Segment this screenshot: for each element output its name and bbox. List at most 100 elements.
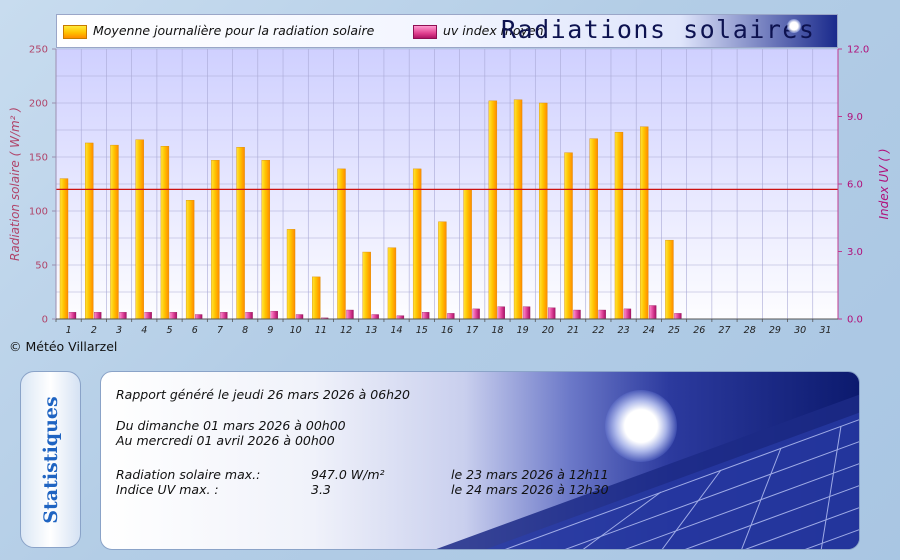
x-tick-label: 5: [166, 325, 172, 336]
bar-solar: [665, 239, 674, 320]
y-right-tick-label: 3.0: [847, 247, 863, 258]
y-right-tick-label: 0.0: [847, 315, 863, 326]
y-tick-label: 100: [29, 207, 48, 218]
bar-solar: [539, 102, 548, 320]
bar-solar: [211, 160, 220, 320]
bar-uv: [623, 308, 632, 320]
grid: [55, 48, 839, 320]
bars: [59, 99, 682, 320]
x-tick-label: 7: [217, 325, 223, 336]
bar-uv: [548, 307, 556, 320]
y-tick-label: 50: [35, 261, 48, 272]
bar-solar: [110, 144, 119, 320]
bar-solar: [85, 142, 94, 320]
sun-icon: [605, 390, 677, 462]
bar-uv: [371, 314, 379, 320]
stat-uv-max-value: 3.3: [311, 482, 331, 497]
bar-solar: [286, 229, 296, 320]
y-tick-label: 150: [29, 153, 48, 164]
stat-uv-max-date: le 24 mars 2026 à 12h30: [451, 482, 609, 497]
bar-uv: [422, 312, 430, 320]
bar-solar: [513, 99, 523, 320]
bar-solar: [589, 138, 598, 320]
bar-uv: [396, 315, 405, 320]
stat-uv-max-label: Indice UV max. :: [116, 482, 219, 497]
x-tick-label: 13: [365, 325, 377, 336]
bar-uv: [119, 312, 127, 320]
y-tick-label: 0: [42, 315, 48, 326]
y-tick-label: 250: [29, 45, 48, 56]
sun-icon: [787, 19, 801, 33]
bar-solar: [438, 221, 447, 320]
y-tick-label: 200: [29, 99, 48, 110]
x-tick-label: 24: [643, 325, 655, 336]
bar-solar: [261, 160, 271, 320]
bar-solar: [387, 247, 397, 320]
bar-uv: [472, 308, 480, 320]
bar-uv: [674, 313, 682, 320]
x-tick-label: 16: [441, 325, 453, 336]
bar-uv: [220, 312, 228, 320]
bar-solar: [337, 168, 346, 320]
bar-solar: [312, 276, 321, 320]
bar-uv: [346, 309, 354, 320]
bar-uv: [144, 312, 152, 320]
bar-uv: [497, 306, 505, 320]
chart-title: Radiations solaires: [501, 15, 816, 44]
bar-solar: [564, 152, 573, 320]
bar-uv: [94, 312, 102, 320]
bar-uv: [169, 312, 178, 320]
bar-uv: [295, 314, 304, 320]
x-tick-label: 11: [315, 325, 327, 336]
y-right-tick-label: 6.0: [847, 180, 863, 191]
bar-uv: [245, 312, 253, 320]
x-tick-label: 4: [141, 325, 147, 336]
stats-side-tab: Statistiques: [20, 371, 81, 548]
x-tick-label: 1: [66, 325, 72, 336]
x-tick-label: 23: [618, 325, 630, 336]
bar-solar: [160, 145, 170, 320]
x-tick-label: 2: [91, 325, 97, 336]
x-tick-label: 26: [693, 325, 705, 336]
x-tick-label: 25: [668, 325, 680, 336]
bar-solar: [362, 251, 371, 320]
x-tick-label: 12: [340, 325, 352, 336]
x-tick-label: 28: [744, 325, 756, 336]
bar-solar: [639, 126, 649, 320]
solar-panel-illustration: [436, 394, 859, 549]
stats-panel: Rapport généré le jeudi 26 mars 2026 à 0…: [100, 371, 860, 550]
legend-swatch-uv: [413, 25, 437, 39]
bar-uv: [194, 314, 203, 320]
x-tick-label: 10: [290, 325, 302, 336]
x-tick-label: 31: [819, 325, 831, 336]
x-tick-label: 20: [542, 325, 554, 336]
stat-solar-max-value: 947.0 W/m²: [311, 467, 385, 482]
bar-solar: [463, 189, 472, 320]
x-tick-label: 29: [769, 325, 781, 336]
x-tick-label: 21: [567, 325, 579, 336]
x-tick-label: 15: [416, 325, 428, 336]
bar-uv: [447, 313, 455, 320]
axes: [52, 48, 842, 322]
x-tick-label: 18: [491, 325, 503, 336]
legend-label-uv: uv index moyen: [443, 23, 544, 38]
stat-solar-max-label: Radiation solaire max.:: [116, 467, 261, 482]
x-tick-label: 22: [592, 325, 604, 336]
bar-solar: [412, 168, 422, 320]
bar-solar: [59, 178, 69, 320]
period-to: Au mercredi 01 avril 2026 à 00h00: [116, 433, 335, 448]
bar-solar: [614, 131, 624, 320]
y-right-tick-label: 12.0: [847, 45, 869, 56]
legend: Moyenne journalière pour la radiation so…: [56, 14, 838, 48]
copyright: © Météo Villarzel: [9, 339, 118, 354]
bar-uv: [522, 306, 531, 320]
bar-uv: [573, 309, 581, 320]
y-right-tick-label: 9.0: [847, 112, 863, 123]
x-tick-label: 30: [794, 325, 806, 336]
bar-solar: [236, 147, 245, 320]
x-tick-label: 6: [192, 325, 198, 336]
x-tick-label: 27: [718, 325, 730, 336]
x-tick-label: 14: [391, 325, 403, 336]
period-from: Du dimanche 01 mars 2026 à 00h00: [116, 418, 346, 433]
